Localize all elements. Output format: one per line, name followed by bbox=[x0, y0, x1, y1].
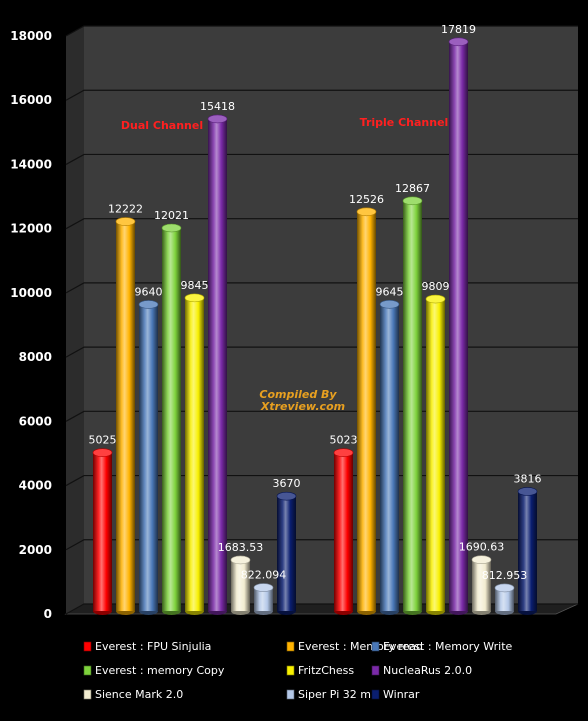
bars bbox=[92, 37, 538, 615]
y-tick-label: 0 bbox=[44, 607, 52, 621]
y-tick-label: 2000 bbox=[19, 543, 52, 557]
annotations: Dual Channel Triple Channel Compiled ByXtr… bbox=[121, 116, 448, 413]
bar bbox=[333, 448, 354, 615]
gridline bbox=[65, 25, 578, 37]
data-label: 1690.63 bbox=[459, 541, 505, 554]
data-label: 3816 bbox=[514, 472, 542, 485]
legend-label: NucleaRus 2.0.0 bbox=[383, 664, 472, 677]
legend-item: FritzChess bbox=[286, 664, 354, 677]
bar bbox=[356, 207, 377, 615]
group-title: Triple Channel bbox=[360, 116, 449, 129]
legend-swatch bbox=[83, 665, 92, 676]
y-tick-label: 8000 bbox=[19, 350, 52, 364]
legend-item: Everest : Memory Write bbox=[371, 640, 513, 653]
data-label: 5023 bbox=[330, 434, 358, 447]
watermark: Xtreview.com bbox=[260, 400, 345, 413]
data-label: 15418 bbox=[200, 100, 235, 113]
legend-item: Siper Pi 32 m bbox=[286, 688, 371, 701]
y-axis-ticks: 0 2000 4000 6000 8000 10000 12000 14000 16000 180… bbox=[10, 29, 52, 621]
bar bbox=[494, 583, 515, 615]
legend-swatch bbox=[286, 665, 295, 676]
y-tick-label: 14000 bbox=[10, 157, 52, 171]
bar bbox=[207, 114, 228, 615]
legend-label: Sience Mark 2.0 bbox=[95, 688, 183, 701]
bar bbox=[138, 300, 159, 615]
data-label: 9845 bbox=[181, 279, 209, 292]
legend-item: Everest : FPU Sinjulia bbox=[83, 640, 211, 653]
data-label: 12222 bbox=[108, 203, 143, 216]
data-label: 3670 bbox=[273, 477, 301, 490]
legend-item: Winrar bbox=[371, 688, 420, 701]
bar bbox=[161, 223, 182, 615]
bar bbox=[448, 37, 469, 615]
legend-swatch bbox=[371, 665, 380, 676]
data-label: 822.094 bbox=[241, 569, 287, 582]
legend-swatch bbox=[371, 689, 380, 700]
back-wall bbox=[84, 26, 578, 604]
bar bbox=[276, 491, 297, 615]
data-label: 9645 bbox=[376, 285, 404, 298]
bar bbox=[253, 583, 274, 615]
legend-label: Everest : memory Copy bbox=[95, 664, 225, 677]
gridline bbox=[65, 153, 578, 165]
legend: Everest : FPU Sinjulia Everest : Memory r… bbox=[83, 640, 513, 701]
legend-label: Winrar bbox=[383, 688, 420, 701]
data-label: 12021 bbox=[154, 209, 189, 222]
y-tick-label: 4000 bbox=[19, 479, 52, 493]
side-wall bbox=[66, 26, 84, 614]
data-labels: 5025 5023 12222 12526 9640 9645 12021 12867 9845… bbox=[89, 23, 542, 582]
bar bbox=[92, 448, 113, 615]
legend-item: Sience Mark 2.0 bbox=[83, 688, 183, 701]
legend-swatch bbox=[371, 641, 380, 652]
y-tick-label: 12000 bbox=[10, 222, 52, 236]
bar bbox=[471, 555, 492, 615]
bar bbox=[230, 555, 251, 615]
group-title: Dual Channel bbox=[121, 119, 203, 132]
data-label: 5025 bbox=[89, 434, 117, 447]
legend-label: Everest : Memory read bbox=[298, 640, 423, 653]
bar bbox=[402, 196, 423, 615]
legend-swatch bbox=[286, 641, 295, 652]
data-label: 9640 bbox=[135, 285, 163, 298]
data-label: 1683.53 bbox=[218, 541, 264, 554]
y-tick-label: 16000 bbox=[10, 93, 52, 107]
watermark: Compiled By bbox=[259, 388, 337, 401]
legend-item: Everest : memory Copy bbox=[83, 664, 225, 677]
legend-item: Everest : Memory read bbox=[286, 640, 423, 653]
bar bbox=[517, 487, 538, 615]
data-label: 812.953 bbox=[482, 569, 528, 582]
legend-swatch bbox=[83, 689, 92, 700]
bar bbox=[184, 293, 205, 615]
data-label: 17819 bbox=[441, 23, 476, 36]
bar bbox=[379, 299, 400, 615]
legend-label: Everest : Memory Write bbox=[383, 640, 513, 653]
data-label: 12867 bbox=[395, 182, 430, 195]
y-tick-label: 10000 bbox=[10, 286, 52, 300]
legend-item: NucleaRus 2.0.0 bbox=[371, 664, 472, 677]
gridline bbox=[65, 89, 578, 101]
data-label: 12526 bbox=[349, 193, 384, 206]
bar bbox=[115, 217, 136, 615]
y-tick-label: 6000 bbox=[19, 414, 52, 428]
data-label: 9809 bbox=[422, 280, 450, 293]
legend-swatch bbox=[286, 689, 295, 700]
bar bbox=[425, 294, 446, 615]
legend-label: Siper Pi 32 m bbox=[298, 688, 371, 701]
legend-label: FritzChess bbox=[298, 664, 354, 677]
legend-swatch bbox=[83, 641, 92, 652]
legend-label: Everest : FPU Sinjulia bbox=[95, 640, 211, 653]
y-tick-label: 18000 bbox=[10, 29, 52, 43]
